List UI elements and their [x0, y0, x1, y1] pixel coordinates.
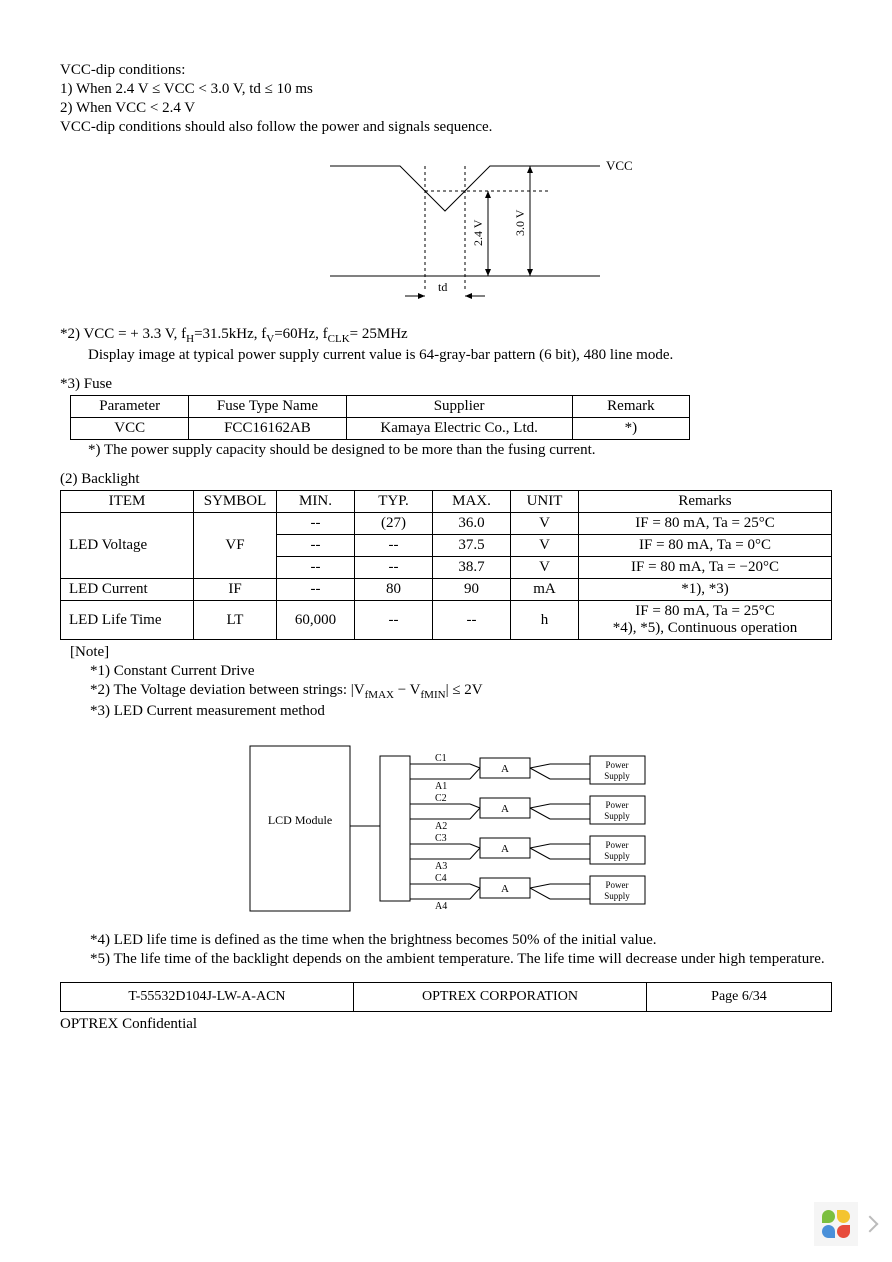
vcc-heading: VCC-dip conditions: — [60, 62, 832, 79]
svg-text:Supply: Supply — [604, 851, 630, 861]
svg-text:A: A — [501, 843, 509, 855]
svg-text:Supply: Supply — [604, 811, 630, 821]
svg-text:C4: C4 — [435, 873, 447, 884]
svg-text:Power: Power — [606, 760, 629, 770]
note-1: *1) Constant Current Drive — [90, 663, 832, 680]
note-4: *4) LED life time is defined as the time… — [90, 932, 832, 949]
svg-text:A2: A2 — [435, 821, 447, 832]
svg-text:Power: Power — [606, 880, 629, 890]
backlight-table: ITEM SYMBOL MIN. TYP. MAX. UNIT Remarks … — [60, 490, 832, 640]
confidential: OPTREX Confidential — [60, 1016, 832, 1033]
fuse-note: *) The power supply capacity should be d… — [88, 442, 832, 459]
svg-text:3.0 V: 3.0 V — [513, 209, 527, 236]
svg-text:A: A — [501, 883, 509, 895]
logo-icon — [814, 1202, 876, 1246]
note-2: *2) The Voltage deviation between string… — [90, 682, 832, 701]
vcc-line2: 2) When VCC < 2.4 V — [60, 100, 832, 117]
svg-text:A: A — [501, 803, 509, 815]
svg-text:LCD Module: LCD Module — [268, 813, 332, 827]
vcc-line1: 1) When 2.4 V ≤ VCC < 3.0 V, td ≤ 10 ms — [60, 81, 832, 98]
svg-text:C3: C3 — [435, 833, 447, 844]
backlight-title: (2) Backlight — [60, 471, 832, 488]
svg-text:td: td — [438, 280, 447, 294]
svg-text:C1: C1 — [435, 753, 447, 764]
svg-text:2.4 V: 2.4 V — [471, 219, 485, 246]
vcc-line3: VCC-dip conditions should also follow th… — [60, 119, 832, 136]
chevron-right-icon — [862, 1216, 879, 1233]
svg-text:A1: A1 — [435, 781, 447, 792]
svg-text:C2: C2 — [435, 793, 447, 804]
fuse-title: *3) Fuse — [60, 376, 832, 393]
note2-line1: *2) VCC = + 3.3 V, fH=31.5kHz, fV=60Hz, … — [60, 326, 832, 345]
measurement-diagram: LCD Module C1 A1 A Power Supply C2 A2 A — [240, 726, 832, 926]
vcc-dip-diagram: 2.4 V 3.0 V td VCC — [320, 146, 832, 316]
svg-text:Power: Power — [606, 840, 629, 850]
svg-text:Supply: Supply — [604, 771, 630, 781]
svg-text:A4: A4 — [435, 901, 447, 912]
note2-desc: Display image at typical power supply cu… — [88, 347, 832, 364]
svg-text:Power: Power — [606, 800, 629, 810]
fuse-table: Parameter Fuse Type Name Supplier Remark… — [70, 395, 690, 440]
note-5: *5) The life time of the backlight depen… — [90, 951, 832, 968]
note-3: *3) LED Current measurement method — [90, 703, 832, 720]
note-title: [Note] — [70, 644, 832, 661]
svg-text:A3: A3 — [435, 861, 447, 872]
footer-table: T-55532D104J-LW-A-ACN OPTREX CORPORATION… — [60, 982, 832, 1012]
svg-text:Supply: Supply — [604, 891, 630, 901]
svg-text:A: A — [501, 763, 509, 775]
svg-text:VCC: VCC — [606, 158, 633, 173]
